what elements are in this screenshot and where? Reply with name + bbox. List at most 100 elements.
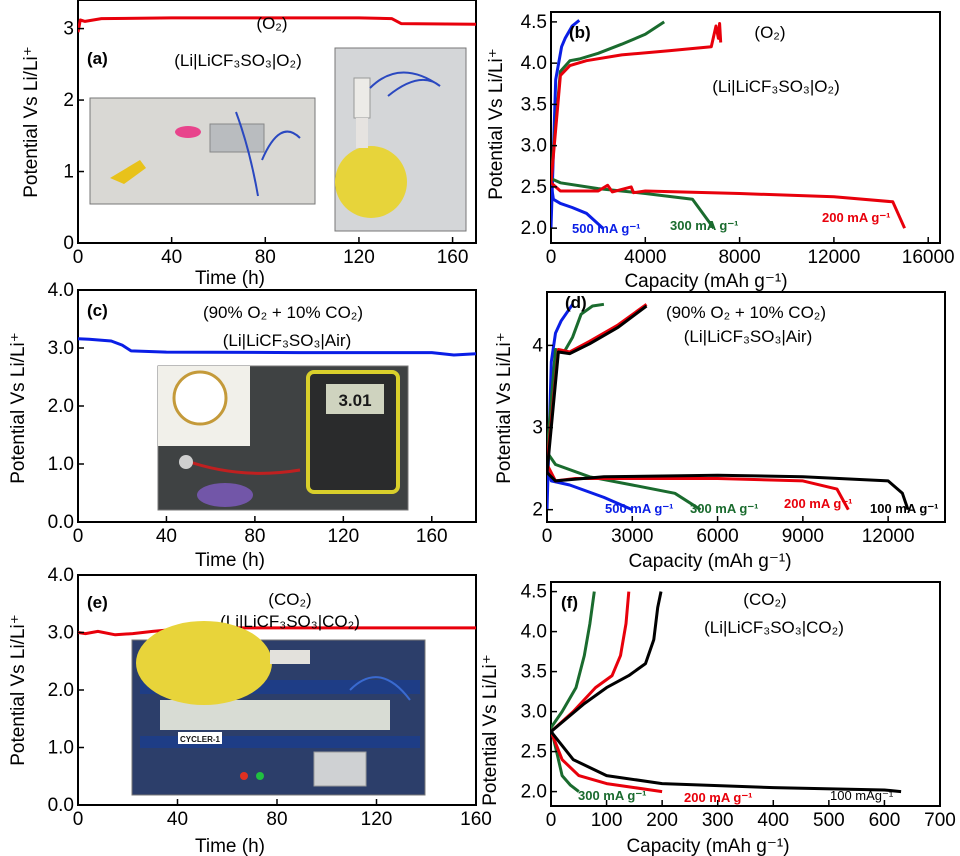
series-line-charge xyxy=(547,304,648,473)
y-tick-label: 4 xyxy=(532,335,543,356)
y-axis-label-f: Potential Vs Li/Li⁺ xyxy=(480,654,501,806)
rate-label-500: 500 mA g⁻¹ xyxy=(572,221,641,236)
panel-title-line1: (CO₂) xyxy=(743,590,786,609)
panel-title-line1: (90% O₂ + 10% CO₂) xyxy=(203,303,363,322)
y-tick-label: 3.5 xyxy=(521,662,547,683)
panel-a: 0 40 80 120 160 0 1 2 3 (a) (O₂) (Li|LiCF₃SO₃|O₂… xyxy=(63,0,477,268)
panel-title-line2: (Li|LiCF₃SO₃|Air) xyxy=(684,327,812,346)
panel-title-line1: (CO₂) xyxy=(268,590,311,609)
y-tick-label: 2.0 xyxy=(48,680,74,701)
panel-b: 0 4000 8000 12000 16000 2.0 2.5 3.0 3.5 4.0 4.5 (b… xyxy=(521,11,955,268)
multimeter-display xyxy=(326,384,384,414)
rate-label-300: 300 mA g⁻¹ xyxy=(578,788,647,803)
y-tick-label: 4.0 xyxy=(521,53,547,74)
university-logo xyxy=(172,370,228,426)
photo-cell-setup xyxy=(89,97,316,205)
photo-cycler-setup: CYCLER-1 xyxy=(131,621,426,796)
series-line-charge xyxy=(547,303,648,465)
photo-multimeter: 3.01 xyxy=(157,365,409,511)
y-tick-label: 2.0 xyxy=(48,396,74,417)
series-line-discharge xyxy=(547,451,702,511)
y-axis-label-a: Potential Vs Li/Li⁺ xyxy=(21,46,42,198)
yellow-clip xyxy=(110,160,146,184)
yellow-balloon xyxy=(335,146,407,218)
y-tick-label: 2.5 xyxy=(521,742,547,763)
y-tick-label: 3.5 xyxy=(521,94,547,115)
x-tick-label: 0 xyxy=(542,526,553,547)
y-tick-label: 4.5 xyxy=(521,582,547,603)
x-tick-label: 9000 xyxy=(782,526,824,547)
y-tick-label: 3 xyxy=(63,19,74,40)
pink-clamp xyxy=(175,126,201,138)
panel-label: (b) xyxy=(569,23,591,42)
rate-label-100: 100 mAg⁻¹ xyxy=(830,788,894,803)
multimeter-reading: 3.01 xyxy=(338,391,371,410)
rate-label-200: 200 mA g⁻¹ xyxy=(822,210,891,225)
x-tick-label: 0 xyxy=(546,247,557,268)
glove xyxy=(197,483,253,507)
panel-title-line2: (Li|LiCF₃SO₃|O₂) xyxy=(174,51,302,70)
panel-title-line1: (O₂) xyxy=(754,23,785,42)
rate-label-300: 300 mA g⁻¹ xyxy=(670,218,739,233)
rate-label-500: 500 mA g⁻¹ xyxy=(605,501,674,516)
yellow-balloon xyxy=(136,621,272,705)
panel-title-line1: (90% O₂ + 10% CO₂) xyxy=(666,303,826,322)
axis-ticks: 0 3000 6000 9000 12000 2 3 4 xyxy=(532,335,914,547)
series-layer xyxy=(78,16,476,33)
x-tick-label: 40 xyxy=(167,809,188,830)
rate-label-200: 200 mA g⁻¹ xyxy=(784,496,853,511)
series-layer xyxy=(78,626,476,637)
series-layer xyxy=(547,302,910,512)
panel-title-line2: (Li|LiCF₃SO₃|CO₂) xyxy=(220,612,360,631)
series-line-discharge xyxy=(551,730,902,794)
y-tick-label: 0.0 xyxy=(48,795,74,816)
x-axis-label-a: Time (h) xyxy=(195,268,265,289)
x-tick-label: 160 xyxy=(437,247,469,268)
x-tick-label: 80 xyxy=(244,526,265,547)
panel-title-line2: (Li|LiCF₃SO₃|O₂) xyxy=(712,77,840,96)
x-tick-label: 80 xyxy=(255,247,276,268)
x-axis-label-e: Time (h) xyxy=(195,836,265,856)
panel-title-line2: (Li|LiCF₃SO₃|CO₂) xyxy=(704,618,844,637)
series-line-discharge xyxy=(551,181,906,229)
x-tick-label: 160 xyxy=(460,809,492,830)
x-tick-label: 600 xyxy=(869,810,901,831)
panel-e: 0 40 80 120 160 0.0 1.0 2.0 3.0 4.0 (e) (CO₂) (Li… xyxy=(48,565,492,830)
series-line-charge xyxy=(551,591,596,729)
series-line-line xyxy=(78,16,476,33)
panel-title-line2: (Li|LiCF₃SO₃|Air) xyxy=(223,331,351,350)
x-tick-label: 12000 xyxy=(862,526,915,547)
y-tick-label: 2.0 xyxy=(521,782,547,803)
x-tick-label: 8000 xyxy=(718,247,760,268)
series-line-discharge xyxy=(551,177,715,230)
y-tick-label: 2.5 xyxy=(521,177,547,198)
cycler-label: CYCLER-1 xyxy=(180,735,221,744)
series-line-line xyxy=(78,626,476,637)
x-tick-label: 120 xyxy=(361,809,393,830)
y-tick-label: 4.5 xyxy=(521,12,547,33)
plot-frame xyxy=(546,291,946,523)
x-axis-label-b: Capacity (mAh g⁻¹) xyxy=(624,271,787,292)
panel-label: (f) xyxy=(561,593,578,612)
panel-label: (c) xyxy=(87,301,108,320)
x-tick-label: 120 xyxy=(343,247,375,268)
x-tick-label: 3000 xyxy=(611,526,653,547)
x-tick-label: 700 xyxy=(924,810,956,831)
x-tick-label: 40 xyxy=(156,526,177,547)
x-tick-label: 80 xyxy=(266,809,287,830)
y-tick-label: 3.0 xyxy=(48,623,74,644)
photo-balloon-cell xyxy=(334,47,467,232)
x-axis-label-c: Time (h) xyxy=(195,550,265,571)
rate-label-100: 100 mA g⁻¹ xyxy=(870,501,939,516)
y-tick-label: 4.0 xyxy=(48,565,74,586)
panel-c: 0 40 80 120 160 0.0 1.0 2.0 3.0 4.0 (c) (90% O₂ +… xyxy=(48,280,477,547)
series-line-charge xyxy=(547,302,605,453)
x-tick-label: 0 xyxy=(73,247,84,268)
y-tick-label: 1 xyxy=(63,162,74,183)
panel-d: 0 3000 6000 9000 12000 2 3 4 (d) (90% O₂ + 10% … xyxy=(532,291,946,547)
x-tick-label: 500 xyxy=(813,810,845,831)
y-tick-label: 3.0 xyxy=(48,338,74,359)
series-line-line xyxy=(78,337,476,357)
series-line-discharge xyxy=(551,731,663,794)
